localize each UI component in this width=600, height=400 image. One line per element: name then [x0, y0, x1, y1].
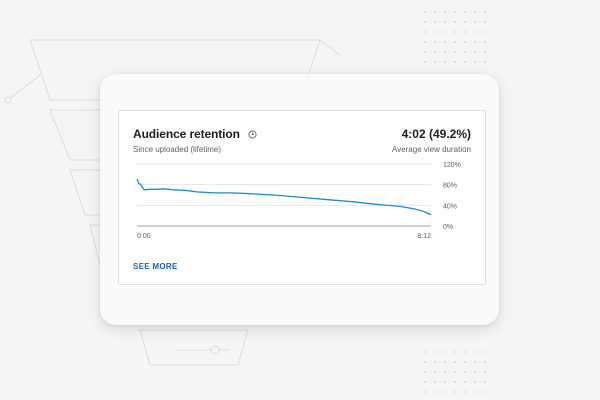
- average-view-duration-label: Average view duration: [391, 145, 471, 154]
- audience-retention-panel: 120% 80% 40% 0% 0:00 8:12 Audience retention …: [118, 110, 486, 285]
- x-tick-label: 0:00: [137, 233, 151, 240]
- y-tick-label: 40%: [443, 203, 457, 210]
- clock-icon[interactable]: [248, 129, 257, 139]
- retention-line: [136, 178, 432, 216]
- average-view-duration-value: 4:02 (49.2%): [401, 127, 471, 141]
- y-tick-label: 0%: [443, 224, 453, 231]
- panel-title: Audience retention: [133, 127, 240, 141]
- panel-subtitle: Since uploaded (lifetime): [133, 145, 222, 154]
- see-more-link[interactable]: SEE MORE: [133, 262, 178, 271]
- title-row: Audience retention: [133, 127, 257, 141]
- x-tick-label: 8:12: [417, 233, 431, 240]
- y-tick-label: 120%: [443, 162, 461, 169]
- retention-card: 120% 80% 40% 0% 0:00 8:12 Audience retention …: [100, 74, 499, 325]
- y-tick-label: 80%: [443, 183, 457, 190]
- retention-chart: 120% 80% 40% 0% 0:00 8:12: [136, 162, 461, 240]
